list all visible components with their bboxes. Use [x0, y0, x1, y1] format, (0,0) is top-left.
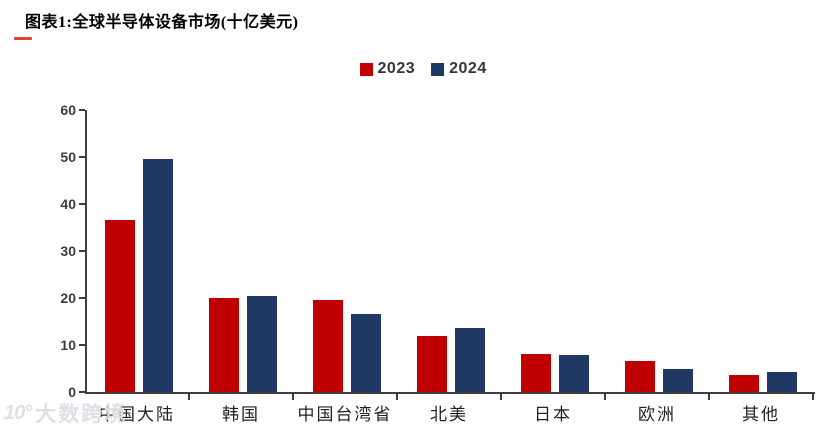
watermark-logo-icon: 10° [4, 401, 32, 424]
y-tick-label: 10 [60, 337, 76, 353]
bar-group-北美 [399, 110, 503, 392]
x-tick-mark [396, 394, 398, 400]
bar-2023-其他 [729, 374, 759, 392]
y-tick-mark [79, 344, 85, 346]
legend-item-2024: 2024 [431, 60, 487, 78]
bar-2024-中国大陆 [143, 159, 173, 392]
bar-2023-中国大陆 [105, 220, 135, 392]
x-category-label: 中国大陆 [99, 405, 175, 424]
y-tick-mark [79, 250, 85, 252]
y-tick-label: 50 [60, 149, 76, 165]
legend-swatch-icon [431, 62, 445, 76]
y-tick-label: 60 [60, 102, 76, 118]
bar-group-中国台湾省 [295, 110, 399, 392]
x-tick-mark [292, 394, 294, 400]
bar-2023-北美 [417, 335, 447, 392]
x-category-label: 北美 [430, 405, 468, 424]
legend-item-2023: 2023 [359, 60, 416, 78]
figure-title: 图表1:全球半导体设备市场(十亿美元) [25, 14, 299, 31]
bar-2024-其他 [767, 371, 797, 392]
bar-group-欧洲 [607, 110, 711, 392]
x-category-label: 其他 [742, 405, 780, 424]
x-category-label: 韩国 [222, 405, 260, 424]
bar-2024-北美 [455, 328, 485, 392]
x-category-label: 中国台湾省 [297, 405, 393, 424]
legend-label: 2024 [449, 60, 487, 77]
bar-2024-中国台湾省 [351, 314, 381, 392]
watermark-text: 大数跨境 [35, 403, 128, 426]
bar-2024-韩国 [247, 295, 277, 392]
y-tick-mark [79, 109, 85, 111]
y-tick-mark [79, 203, 85, 205]
title-underline [14, 37, 32, 40]
plot-area [85, 110, 815, 394]
bar-group-中国大陆 [87, 110, 191, 392]
y-tick-label: 30 [60, 243, 76, 259]
x-tick-mark [812, 394, 814, 400]
bar-2023-日本 [521, 354, 551, 392]
x-category-label: 日本 [534, 405, 572, 424]
y-tick-label: 40 [60, 196, 76, 212]
bar-group-韩国 [191, 110, 295, 392]
bar-group-日本 [503, 110, 607, 392]
bar-2023-欧洲 [625, 361, 655, 392]
y-tick-mark [79, 156, 85, 158]
x-category-label: 欧洲 [638, 405, 676, 424]
bar-2023-中国台湾省 [313, 300, 343, 392]
x-tick-mark [188, 394, 190, 400]
y-tick-mark [79, 297, 85, 299]
x-tick-mark [604, 394, 606, 400]
legend-label: 2023 [377, 60, 416, 77]
bar-2024-日本 [559, 355, 589, 392]
watermark: 10° 大数跨境 [4, 398, 127, 428]
bar-group-其他 [711, 110, 815, 392]
x-tick-mark [708, 394, 710, 400]
y-tick-label: 0 [68, 384, 76, 400]
legend-swatch-icon [359, 62, 373, 76]
x-tick-mark [500, 394, 502, 400]
y-tick-mark [79, 391, 85, 393]
bar-2024-欧洲 [663, 368, 693, 392]
chart-legend: 2023 2024 [359, 60, 487, 78]
bar-2023-韩国 [209, 298, 239, 392]
y-tick-label: 20 [60, 290, 76, 306]
